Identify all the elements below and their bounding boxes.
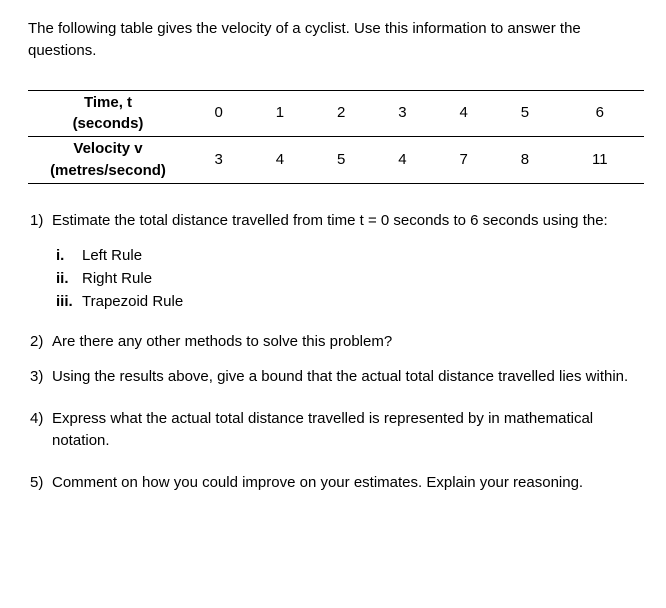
sub-item: i. Left Rule: [56, 245, 644, 267]
row-header-sub: (seconds): [32, 113, 184, 135]
question-number: 1): [28, 210, 52, 232]
table-cell: 1: [249, 90, 310, 137]
question-5: 5) Comment on how you could improve on y…: [28, 472, 644, 494]
data-table: Time, t (seconds) 0 1 2 3 4 5 6 Velocity…: [28, 90, 644, 184]
sub-text: Trapezoid Rule: [82, 291, 644, 313]
question-4: 4) Express what the actual total distanc…: [28, 408, 644, 452]
table-cell: 3: [188, 137, 249, 184]
question-number: 3): [28, 366, 52, 388]
table-cell: 11: [556, 137, 644, 184]
table-cell: 2: [311, 90, 372, 137]
table-cell: 4: [433, 90, 494, 137]
sub-item: iii. Trapezoid Rule: [56, 291, 644, 313]
table-cell: 6: [556, 90, 644, 137]
table-cell: 3: [372, 90, 433, 137]
sub-text: Left Rule: [82, 245, 644, 267]
table-row: Time, t (seconds) 0 1 2 3 4 5 6: [28, 90, 644, 137]
question-text: Comment on how you could improve on your…: [52, 472, 644, 494]
intro-text: The following table gives the velocity o…: [28, 18, 644, 62]
table-cell: 5: [494, 90, 555, 137]
table-cell: 7: [433, 137, 494, 184]
row-header-time: Time, t (seconds): [28, 90, 188, 137]
sub-number: iii.: [56, 291, 82, 313]
table-cell: 8: [494, 137, 555, 184]
row-header-main: Velocity v: [32, 138, 184, 160]
question-number: 4): [28, 408, 52, 452]
row-header-velocity: Velocity v (metres/second): [28, 137, 188, 184]
sub-number: i.: [56, 245, 82, 267]
questions-block: 1) Estimate the total distance travelled…: [28, 210, 644, 494]
row-header-sub: (metres/second): [32, 160, 184, 182]
question-3: 3) Using the results above, give a bound…: [28, 366, 644, 388]
sub-item: ii. Right Rule: [56, 268, 644, 290]
table-cell: 4: [249, 137, 310, 184]
question-number: 5): [28, 472, 52, 494]
table-cell: 0: [188, 90, 249, 137]
table-cell: 5: [311, 137, 372, 184]
row-header-main: Time, t: [32, 92, 184, 114]
question-text: Estimate the total distance travelled fr…: [52, 210, 644, 232]
question-number: 2): [28, 331, 52, 353]
sub-number: ii.: [56, 268, 82, 290]
question-2: 2) Are there any other methods to solve …: [28, 331, 644, 353]
table-row: Velocity v (metres/second) 3 4 5 4 7 8 1…: [28, 137, 644, 184]
question-1: 1) Estimate the total distance travelled…: [28, 210, 644, 232]
question-text: Using the results above, give a bound th…: [52, 366, 644, 388]
table-cell: 4: [372, 137, 433, 184]
sub-text: Right Rule: [82, 268, 644, 290]
sub-list: i. Left Rule ii. Right Rule iii. Trapezo…: [56, 245, 644, 312]
question-text: Express what the actual total distance t…: [52, 408, 644, 452]
question-text: Are there any other methods to solve thi…: [52, 331, 644, 353]
